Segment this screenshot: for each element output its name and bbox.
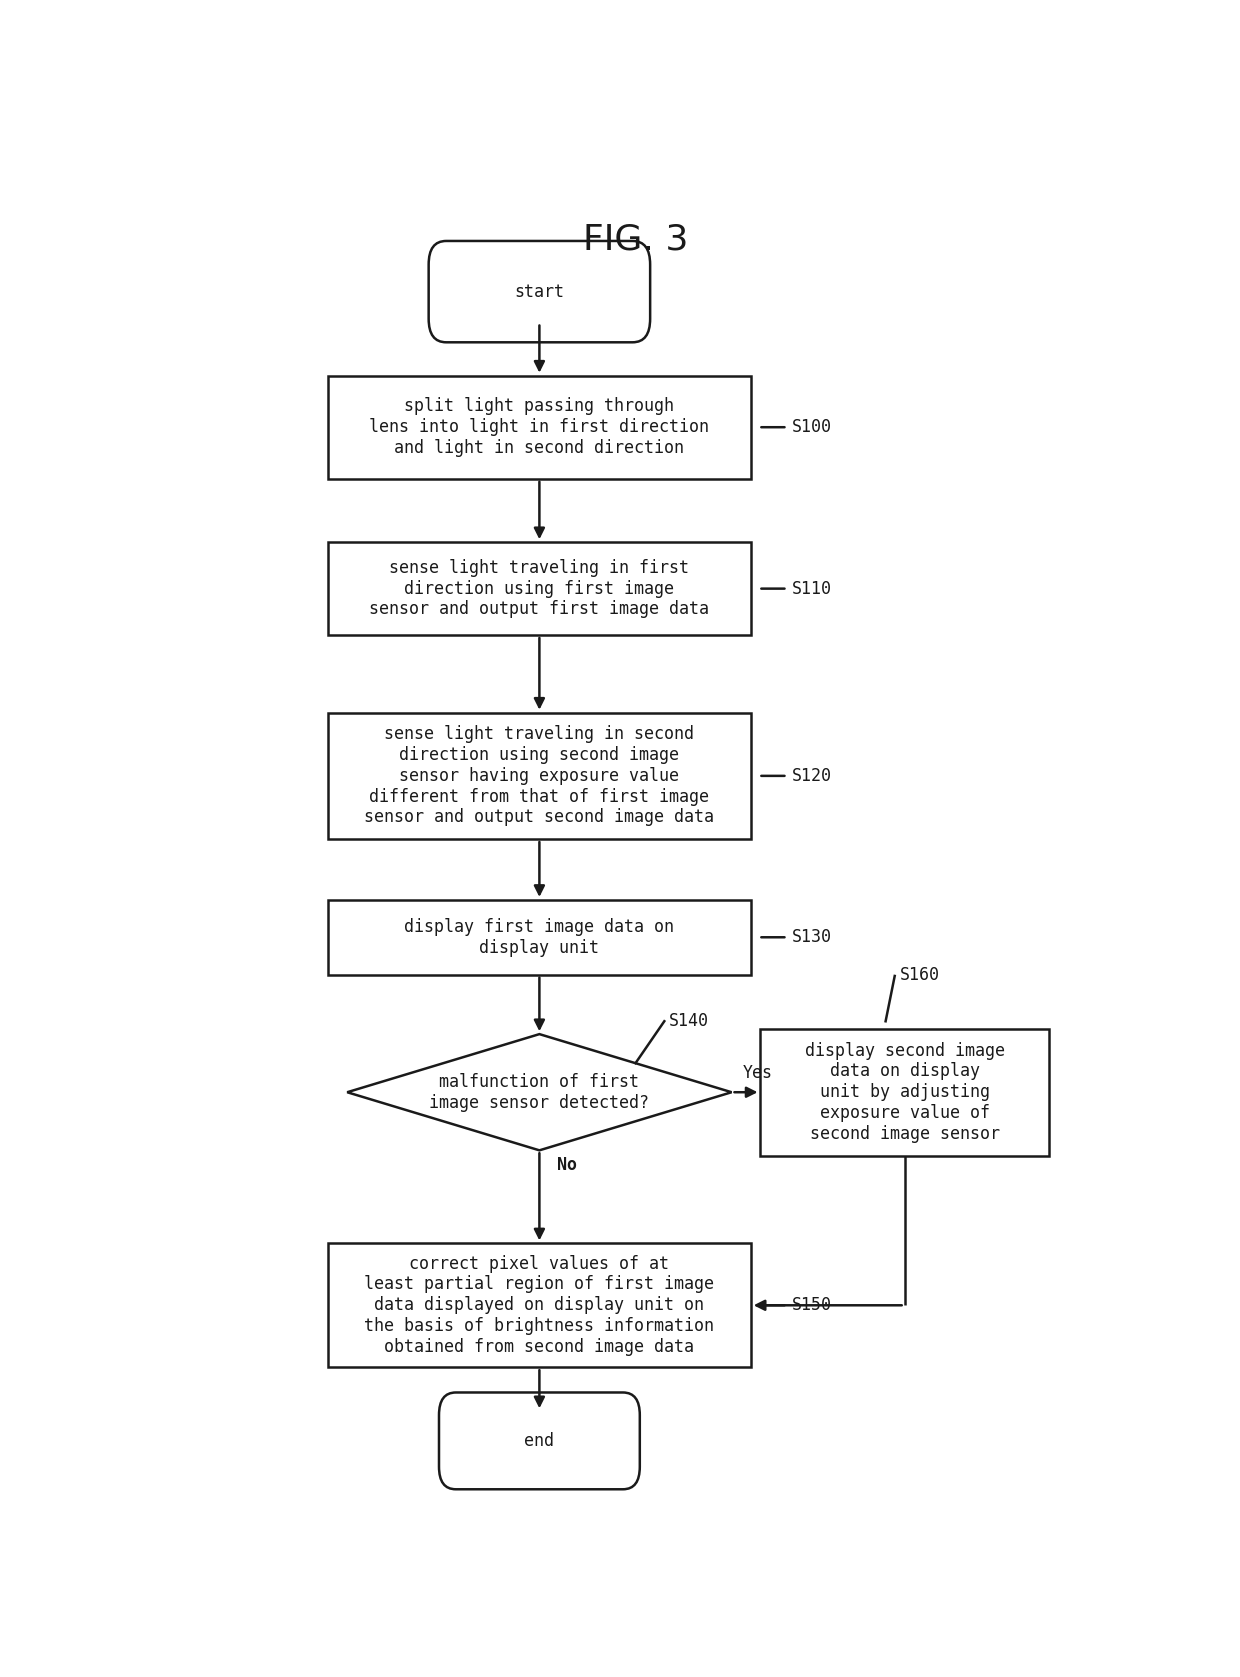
Polygon shape [347, 1035, 732, 1150]
Text: S160: S160 [900, 966, 940, 984]
Bar [327, 376, 750, 480]
Bar [327, 1243, 750, 1367]
Bar [760, 1030, 1049, 1155]
Text: No: No [557, 1155, 577, 1174]
FancyBboxPatch shape [429, 241, 650, 342]
Text: FIG. 3: FIG. 3 [583, 223, 688, 257]
FancyBboxPatch shape [439, 1392, 640, 1489]
Text: start: start [515, 283, 564, 300]
Text: S100: S100 [792, 418, 832, 436]
Text: correct pixel values of at
least partial region of first image
data displayed on: correct pixel values of at least partial… [365, 1254, 714, 1357]
Text: display second image
data on display
unit by adjusting
exposure value of
second : display second image data on display uni… [805, 1041, 1004, 1142]
Text: S110: S110 [792, 580, 832, 597]
Bar [327, 901, 750, 974]
Text: sense light traveling in second
direction using second image
sensor having expos: sense light traveling in second directio… [365, 724, 714, 827]
Text: malfunction of first
image sensor detected?: malfunction of first image sensor detect… [429, 1073, 650, 1112]
Bar [327, 713, 750, 838]
Text: display first image data on
display unit: display first image data on display unit [404, 917, 675, 956]
Text: S150: S150 [792, 1296, 832, 1315]
Text: Yes: Yes [743, 1063, 773, 1082]
Text: split light passing through
lens into light in first direction
and light in seco: split light passing through lens into li… [370, 397, 709, 458]
Text: S130: S130 [792, 929, 832, 946]
Text: S120: S120 [792, 766, 832, 785]
Text: end: end [525, 1432, 554, 1451]
Text: S140: S140 [670, 1013, 709, 1030]
Text: sense light traveling in first
direction using first image
sensor and output fir: sense light traveling in first direction… [370, 558, 709, 619]
Bar [327, 542, 750, 636]
